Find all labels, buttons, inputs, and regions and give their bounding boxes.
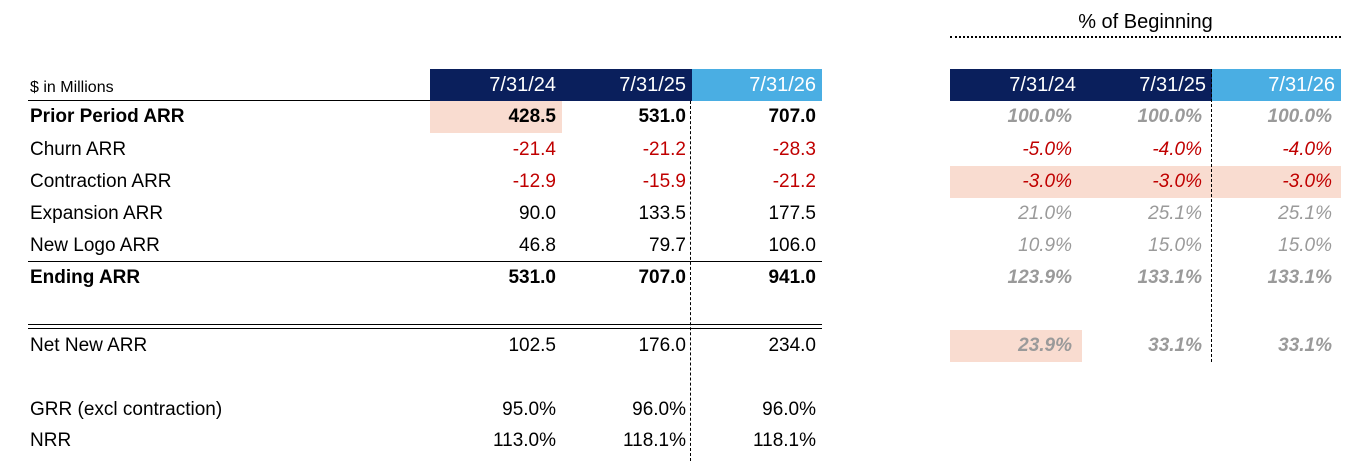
pct-ending-2026: 133.1% [1267,267,1332,288]
row-label-ending-arr: Ending ARR [30,267,141,288]
pct-expansion-2026: 25.1% [1278,203,1332,224]
pct-contraction-2024: -3.0% [1022,171,1072,192]
value-nrr-2026: 118.1% [752,430,816,451]
ending-top-rule [28,261,822,262]
col-header-2025: 7/31/25 [562,69,692,101]
value-churn-2024: -21.4 [512,139,556,160]
row-label-grr: GRR (excl contraction) [30,399,223,420]
pct-prior-2026: 100.0% [1267,106,1332,127]
value-churn-2025: -21.2 [642,139,686,160]
highlight-netnew-pct [950,330,1082,362]
header-underline [28,100,430,101]
pct-prior-2025: 100.0% [1137,106,1202,127]
value-netnew-2024: 102.5 [508,335,556,356]
units-label: $ in Millions [30,79,114,96]
value-newlogo-2024: 46.8 [519,235,556,256]
pct-churn-2026: -4.0% [1282,139,1332,160]
pct-col-header-2026: 7/31/26 [1212,69,1341,101]
value-contraction-2024: -12.9 [512,171,556,192]
value-contraction-2026: -21.2 [772,171,816,192]
value-newlogo-2026: 106.0 [768,235,816,256]
pct-section-title: % of Beginning [950,8,1341,38]
value-expansion-2026: 177.5 [768,203,816,224]
pct-netnew-2026: 33.1% [1278,335,1332,356]
dotted-separator-left [690,101,691,461]
value-ending-2024: 531.0 [508,267,556,288]
pct-col-header-2024: 7/31/24 [950,69,1082,101]
pct-col-header-2025: 7/31/25 [1082,69,1212,101]
value-nrr-2025: 118.1% [622,430,686,451]
row-label-nrr: NRR [30,430,72,451]
row-label-expansion-arr: Expansion ARR [30,203,164,224]
value-expansion-2024: 90.0 [519,203,556,224]
value-newlogo-2025: 79.7 [649,235,686,256]
row-label-contraction-arr: Contraction ARR [30,171,172,192]
value-grr-2024: 95.0% [502,399,556,420]
value-prior-2026: 707.0 [768,106,816,127]
highlight-prior-2024 [430,101,562,133]
pct-prior-2024: 100.0% [1007,106,1072,127]
pct-contraction-2025: -3.0% [1152,171,1202,192]
pct-churn-2024: -5.0% [1022,139,1072,160]
row-label-net-new-arr: Net New ARR [30,335,148,356]
value-grr-2025: 96.0% [632,399,686,420]
pct-expansion-2025: 25.1% [1148,203,1202,224]
value-prior-2024: 428.5 [508,106,556,127]
pct-expansion-2024: 21.0% [1018,203,1072,224]
col-header-2026: 7/31/26 [692,69,822,101]
value-ending-2025: 707.0 [638,267,686,288]
value-nrr-2024: 113.0% [492,430,556,451]
pct-newlogo-2025: 15.0% [1148,235,1202,256]
pct-contraction-2026: -3.0% [1282,171,1332,192]
value-ending-2026: 941.0 [768,267,816,288]
pct-newlogo-2024: 10.9% [1018,235,1072,256]
row-label-prior-period-arr: Prior Period ARR [30,106,185,127]
value-netnew-2025: 176.0 [638,335,686,356]
value-prior-2025: 531.0 [638,106,686,127]
value-grr-2026: 96.0% [762,399,816,420]
pct-newlogo-2026: 15.0% [1278,235,1332,256]
value-expansion-2025: 133.5 [638,203,686,224]
value-netnew-2026: 234.0 [768,335,816,356]
dotted-separator-right [1211,69,1212,362]
col-header-2024: 7/31/24 [430,69,562,101]
pct-ending-2024: 123.9% [1007,267,1072,288]
pct-ending-2025: 133.1% [1137,267,1202,288]
row-label-churn-arr: Churn ARR [30,139,127,160]
value-churn-2026: -28.3 [772,139,816,160]
pct-churn-2025: -4.0% [1152,139,1202,160]
pct-netnew-2025: 33.1% [1148,335,1202,356]
row-label-new-logo-arr: New Logo ARR [30,235,160,256]
double-rule [28,324,822,329]
highlight-contraction-pct [950,166,1341,198]
pct-netnew-2024: 23.9% [1018,335,1072,356]
value-contraction-2025: -15.9 [642,171,686,192]
